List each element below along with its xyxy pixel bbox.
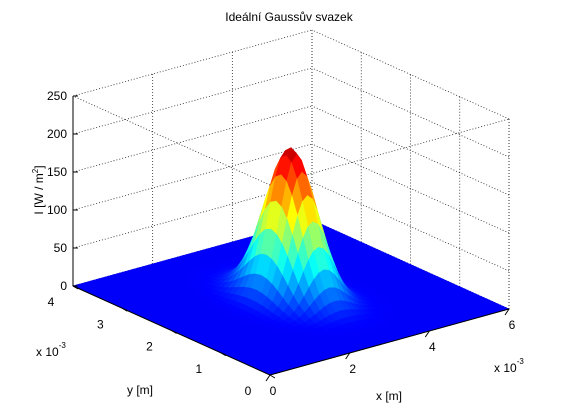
z-tick-label: 0 — [60, 279, 67, 293]
y-multiplier-exp: -3 — [59, 341, 67, 350]
y-tick-label: 0 — [245, 384, 252, 398]
y-tick-mark — [269, 374, 276, 379]
y-tick-label: 2 — [146, 340, 153, 354]
x-tick-label: 0 — [270, 384, 277, 398]
grid-back-wall-z-3 — [72, 105, 313, 173]
x-tick-mark — [265, 374, 271, 382]
x-tick-label: 6 — [509, 318, 516, 332]
grid-right-wall-z-1 — [311, 181, 510, 272]
axes-layer — [72, 95, 510, 382]
z-axis-label-sup: 2 — [31, 168, 40, 173]
x-tick-mark — [424, 330, 430, 338]
z-axis-label-end: ] — [32, 165, 46, 168]
box-edge-1 — [72, 95, 271, 186]
z-tick-label: 50 — [54, 241, 68, 255]
y-tick-label: 4 — [48, 295, 55, 309]
x-tick-label: 2 — [349, 362, 356, 376]
chart-title: Ideální Gaussův svazek — [225, 10, 353, 24]
gaussian-surface — [72, 147, 510, 376]
z-tick-label: 250 — [47, 89, 67, 103]
y-axis-label: y [m] — [127, 383, 153, 397]
box-edge-0 — [269, 118, 510, 186]
y-tick-mark — [121, 307, 128, 312]
grid-right-wall-z-4 — [311, 67, 510, 158]
z-tick-label: 200 — [47, 127, 67, 141]
grid-back-wall-z-5 — [72, 29, 313, 97]
z-axis-label-main: I [W / m — [32, 173, 46, 214]
grid-back-wall-z-2 — [72, 143, 313, 211]
x-tick-label: 4 — [429, 340, 436, 354]
x-multiplier: x 10-3 — [494, 357, 524, 375]
z-tick-label: 150 — [47, 165, 67, 179]
svg-text:I [W / m2]: I [W / m2] — [31, 165, 46, 214]
x-multiplier-base: x 10 — [494, 361, 517, 375]
y-tick-mark — [220, 352, 227, 357]
y-tick-mark — [171, 330, 177, 334]
z-tick-label: 100 — [47, 203, 67, 217]
x-tick-mark — [345, 352, 351, 360]
y-multiplier-base: x 10 — [36, 345, 59, 359]
grid-back-wall-z-4 — [72, 67, 313, 135]
x-axis-line — [269, 308, 510, 376]
grid-right-wall-z-3 — [311, 105, 510, 196]
x-tick-mark — [504, 308, 510, 316]
x-multiplier-exp: -3 — [517, 357, 525, 366]
grid-right-wall-z-5 — [311, 29, 510, 120]
y-tick-label: 1 — [195, 362, 202, 376]
grid-right-wall-z-2 — [311, 143, 510, 234]
z-axis-label: I [W / m2] — [31, 165, 46, 214]
y-multiplier: x 10-3 — [36, 341, 66, 359]
grid-back-wall-z-1 — [72, 181, 313, 249]
y-tick-label: 3 — [97, 317, 104, 331]
x-axis-label: x [m] — [376, 389, 402, 403]
